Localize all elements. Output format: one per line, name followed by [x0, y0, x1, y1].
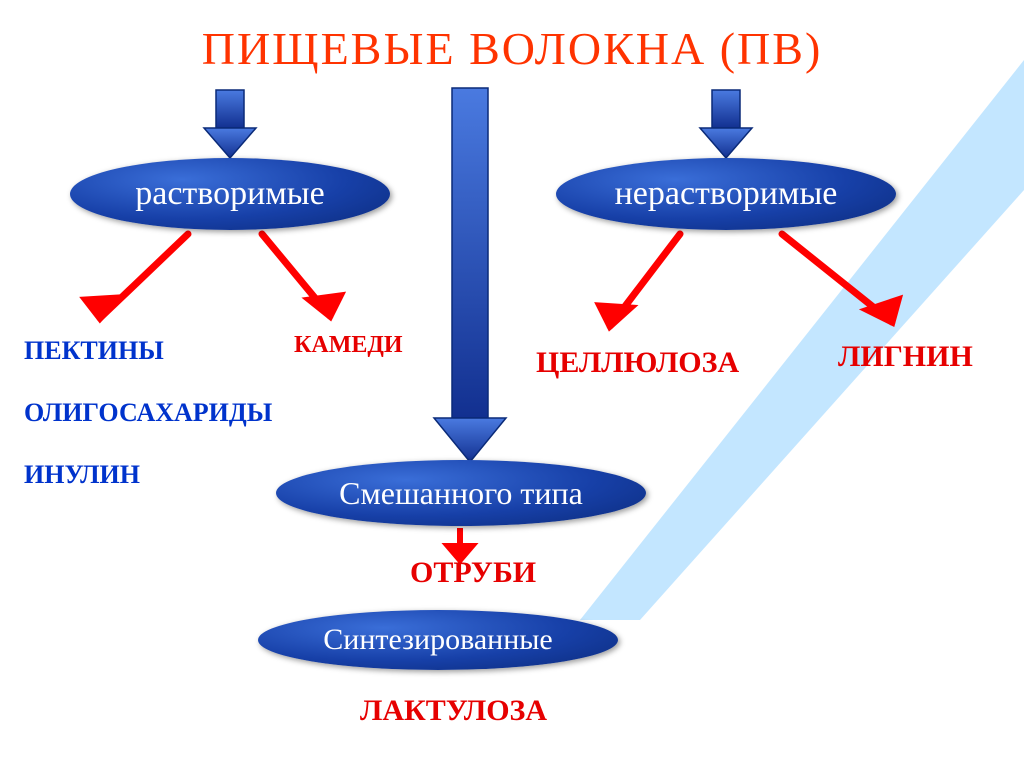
node-insoluble-label: нерастворимые: [609, 175, 844, 213]
arrow-title-to-soluble: [204, 90, 256, 158]
node-mixed: Смешанного типа: [276, 460, 646, 526]
node-insoluble: нерастворимые: [556, 158, 896, 230]
node-mixed-label: Смешанного типа: [333, 475, 589, 512]
arrow-insoluble-to-lignin: [782, 234, 898, 322]
label-pectins: ПЕКТИНЫ: [24, 336, 164, 366]
node-synthesized-label: Синтезированные: [317, 623, 558, 657]
arrow-insoluble-to-cellulose: [600, 234, 680, 326]
label-inulin: ИНУЛИН: [24, 460, 140, 490]
arrow-soluble-to-pectins: [86, 234, 188, 318]
label-kamedi: КАМЕДИ: [294, 332, 403, 359]
label-oligo: ОЛИГОСАХАРИДЫ: [24, 398, 272, 428]
label-otrubi: ОТРУБИ: [410, 556, 536, 590]
label-lignin: ЛИГНИН: [838, 340, 973, 374]
label-cellulose: ЦЕЛЛЮЛОЗА: [536, 346, 739, 380]
arrow-soluble-to-kamedi: [262, 234, 340, 316]
node-soluble: растворимые: [70, 158, 390, 230]
arrow-title-to-insoluble: [700, 90, 752, 158]
arrow-title-to-mixed: [434, 88, 506, 462]
label-lactulose: ЛАКТУЛОЗА: [360, 694, 547, 728]
diagram-title: ПИЩЕВЫЕ ВОЛОКНА (ПВ): [0, 22, 1024, 75]
diagram-stage: ПИЩЕВЫЕ ВОЛОКНА (ПВ): [0, 0, 1024, 767]
node-soluble-label: растворимые: [129, 175, 331, 213]
node-synthesized: Синтезированные: [258, 610, 618, 670]
